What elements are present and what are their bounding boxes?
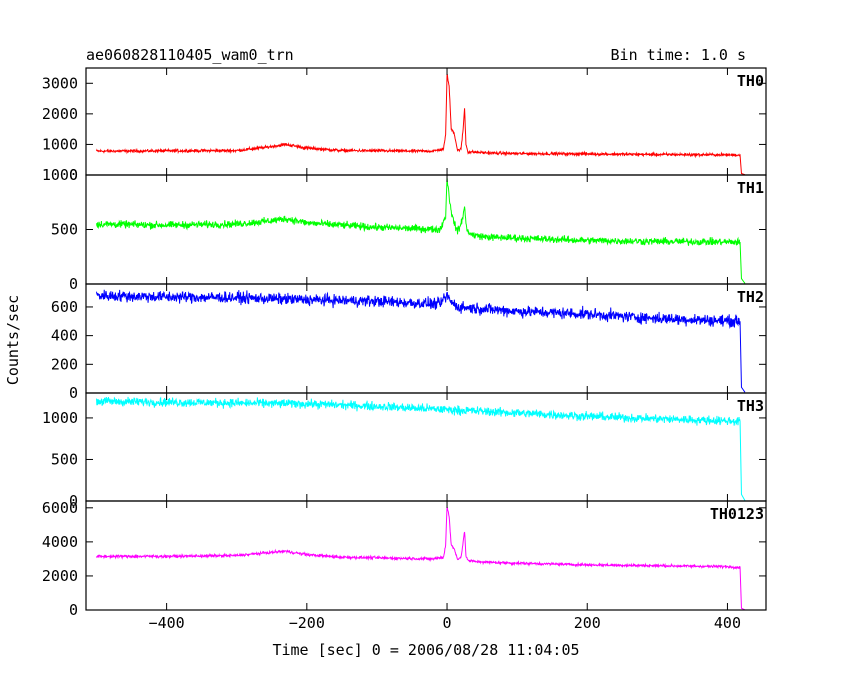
x-tick-label: −400 (149, 614, 185, 632)
series-th3-line (96, 396, 746, 501)
panel-label-th1: TH1 (737, 179, 764, 197)
y-tick-label: 400 (51, 327, 78, 345)
y-tick-label: 1000 (42, 135, 78, 153)
y-axis-label: Counts/sec (4, 295, 22, 385)
panel-th0123: 0 2000 4000 6000 TH0123 (42, 499, 767, 619)
series-th0123-line (96, 506, 746, 611)
y-tick-label: 0 (69, 275, 78, 293)
panel-th1: 0 500 1000 TH1 (42, 166, 767, 293)
y-tick-label: 2000 (42, 105, 78, 123)
panel-label-th2: TH2 (737, 288, 764, 306)
series-th1-line (96, 177, 746, 284)
y-tick-label: 0 (69, 166, 78, 184)
panel-label-th0123: TH0123 (710, 505, 764, 523)
x-axis-label: Time [sec] 0 = 2006/08/28 11:04:05 (272, 641, 579, 659)
x-tick-label: 200 (574, 614, 601, 632)
series-th0-line (96, 74, 746, 176)
panel-label-th3: TH3 (737, 397, 764, 415)
panel-th2: 0 200 400 600 TH2 (51, 283, 767, 402)
x-tick-label: −200 (289, 614, 325, 632)
y-tick-label: 1000 (42, 166, 78, 184)
y-tick-label: 200 (51, 355, 78, 373)
series-th2-line (96, 289, 746, 393)
y-tick-label: 6000 (42, 499, 78, 517)
y-tick-label: 0 (69, 492, 78, 510)
bin-time-label: Bin time: 1.0 s (611, 46, 746, 64)
y-tick-label: 1000 (42, 409, 78, 427)
y-tick-label: 600 (51, 298, 78, 316)
y-tick-label: 2000 (42, 567, 78, 585)
x-tick-label: 0 (443, 614, 452, 632)
y-tick-label: 500 (51, 221, 78, 239)
y-tick-label: 500 (51, 450, 78, 468)
panel-frame (85, 67, 767, 176)
y-tick-label: 0 (69, 601, 78, 619)
y-tick-label: 4000 (42, 533, 78, 551)
y-tick-label: 3000 (42, 74, 78, 92)
x-tick-label: 400 (714, 614, 741, 632)
panel-frame (85, 500, 767, 611)
panel-th3: 0 500 1000 TH3 (42, 392, 767, 510)
panel-label-th0: TH0 (737, 72, 764, 90)
y-tick-label: 0 (69, 384, 78, 402)
chart-title: ae060828110405_wam0_trn (86, 46, 294, 64)
